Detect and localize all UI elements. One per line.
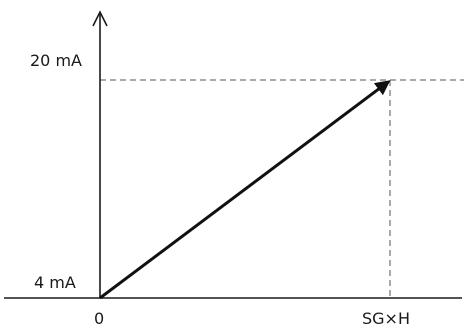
x-origin-label: 0 xyxy=(94,309,104,328)
x-end-label: SG×H xyxy=(362,309,410,328)
output-ramp-line xyxy=(99,80,391,300)
y-top-label: 20 mA xyxy=(30,51,82,70)
y-axis-arrow-icon xyxy=(92,10,108,27)
y-bottom-label: 4 mA xyxy=(34,273,76,292)
